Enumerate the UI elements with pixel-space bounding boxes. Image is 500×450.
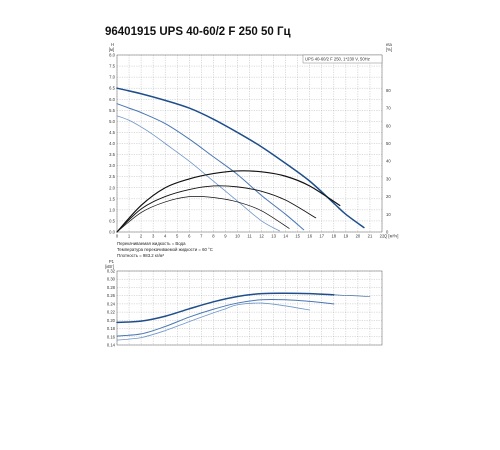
y-tick-label: 3.0	[109, 163, 115, 168]
y-tick-label: 7.0	[109, 75, 115, 80]
fluid-note: Перекачиваемая жидкость = Вода	[117, 241, 186, 246]
x-tick-label: 11	[247, 234, 252, 239]
head-curve	[116, 115, 281, 232]
head-curve	[116, 87, 365, 229]
y-tick-label: 0.5	[109, 218, 115, 223]
y2-tick-label: 0	[386, 230, 389, 235]
y-tick-label: 0.24	[107, 301, 116, 306]
x-tick-label: 2	[140, 234, 143, 239]
x-tick-label: 12	[259, 234, 264, 239]
x-tick-label: 22	[380, 234, 385, 239]
y2-tick-label: 10	[386, 212, 391, 217]
fluid-note: Плотность = 983.2 кг/м³	[117, 253, 164, 258]
x-axis-label: Q [м³/ч]	[384, 234, 398, 239]
x-tick-label: 19	[344, 234, 349, 239]
y-axis-label: P1	[109, 259, 115, 264]
legend-text: UPS 40-60/2 F 250, 1*230 V, 50Hz	[305, 57, 370, 62]
y-tick-label: 5.5	[109, 108, 115, 113]
y-tick-label: 0.32	[107, 269, 116, 274]
power-chart: 0.14 0.16 0.18 0.20 0.22 0.24 0.26 0.28 0.30 0.32…	[105, 259, 383, 348]
y-tick-label: 4.0	[109, 141, 115, 146]
y-tick-label: 0.18	[107, 326, 116, 331]
power-curve	[333, 294, 371, 297]
y-tick-label: 0.0	[109, 230, 115, 235]
y-tick-label: 6.0	[109, 97, 115, 102]
power-curve	[116, 292, 335, 324]
x-tick-label: 4	[164, 234, 167, 239]
efficiency-curve	[116, 185, 317, 233]
head-curve	[116, 103, 305, 231]
x-tick-label: 14	[283, 234, 288, 239]
y-tick-label: 4.5	[109, 130, 115, 135]
y2-tick-label: 40	[386, 159, 391, 164]
y2-axis-unit: [%]	[386, 47, 392, 52]
x-tick-label: 6	[188, 234, 191, 239]
x-tick-label: 9	[224, 234, 227, 239]
y2-tick-label: 70	[386, 106, 391, 111]
x-tick-label: 16	[307, 234, 312, 239]
x-tick-label: 18	[331, 234, 336, 239]
y-axis-unit: [м]	[109, 47, 114, 52]
x-tick-label: 0	[116, 234, 119, 239]
plot-frame	[116, 54, 383, 233]
y-tick-label: 6.5	[109, 86, 115, 91]
plot-frame	[116, 270, 383, 346]
fluid-note: Температура перекачиваемой жидкости = 60…	[117, 247, 213, 252]
y-tick-label: 0.20	[107, 318, 116, 323]
y-tick-label: 2.0	[109, 185, 115, 190]
y2-tick-label: 80	[386, 88, 391, 93]
x-tick-label: 21	[368, 234, 373, 239]
page-title: 96401915 UPS 40-60/2 F 250 50 Гц	[105, 26, 291, 38]
x-tick-label: 7	[200, 234, 203, 239]
y-tick-label: 0.16	[107, 334, 116, 339]
y-tick-label: 5.0	[109, 119, 115, 124]
y2-tick-label: 60	[386, 123, 391, 128]
x-tick-label: 1	[128, 234, 131, 239]
x-tick-label: 15	[295, 234, 300, 239]
y-tick-label: 0.26	[107, 293, 116, 298]
x-tick-label: 17	[319, 234, 324, 239]
x-tick-label: 5	[176, 234, 179, 239]
efficiency-curve	[116, 195, 290, 233]
y2-axis-label: eta	[386, 42, 392, 47]
y-tick-label: 1.0	[109, 207, 115, 212]
x-tick-label: 8	[212, 234, 215, 239]
power-curve	[116, 298, 335, 337]
x-tick-label: 10	[235, 234, 240, 239]
y-tick-label: 0.30	[107, 277, 116, 282]
y2-tick-label: 30	[386, 176, 391, 181]
y-axis-label: H	[111, 42, 114, 47]
power-curve	[116, 302, 311, 341]
efficiency-curve	[116, 170, 341, 233]
x-tick-label: 3	[152, 234, 155, 239]
y-tick-label: 0.14	[107, 343, 116, 348]
y-tick-label: 1.5	[109, 196, 115, 201]
y-tick-label: 2.5	[109, 174, 115, 179]
y-tick-label: 7.5	[109, 64, 115, 69]
y-tick-label: 0.28	[107, 285, 116, 290]
x-tick-label: 20	[356, 234, 361, 239]
legend-box	[302, 54, 383, 64]
y2-tick-label: 50	[386, 141, 391, 146]
y2-tick-label: 20	[386, 194, 391, 199]
y-tick-label: 8.0	[109, 53, 115, 58]
y-axis-unit: [кВт]	[105, 264, 114, 269]
head-efficiency-chart: 0 1 2 3 4 5 6 7 8 9 10 11 12 13 14 15 16 17 18 19 20 21 220.00…	[109, 42, 399, 258]
y-tick-label: 3.5	[109, 152, 115, 157]
x-tick-label: 13	[271, 234, 276, 239]
y-tick-label: 0.22	[107, 310, 116, 315]
